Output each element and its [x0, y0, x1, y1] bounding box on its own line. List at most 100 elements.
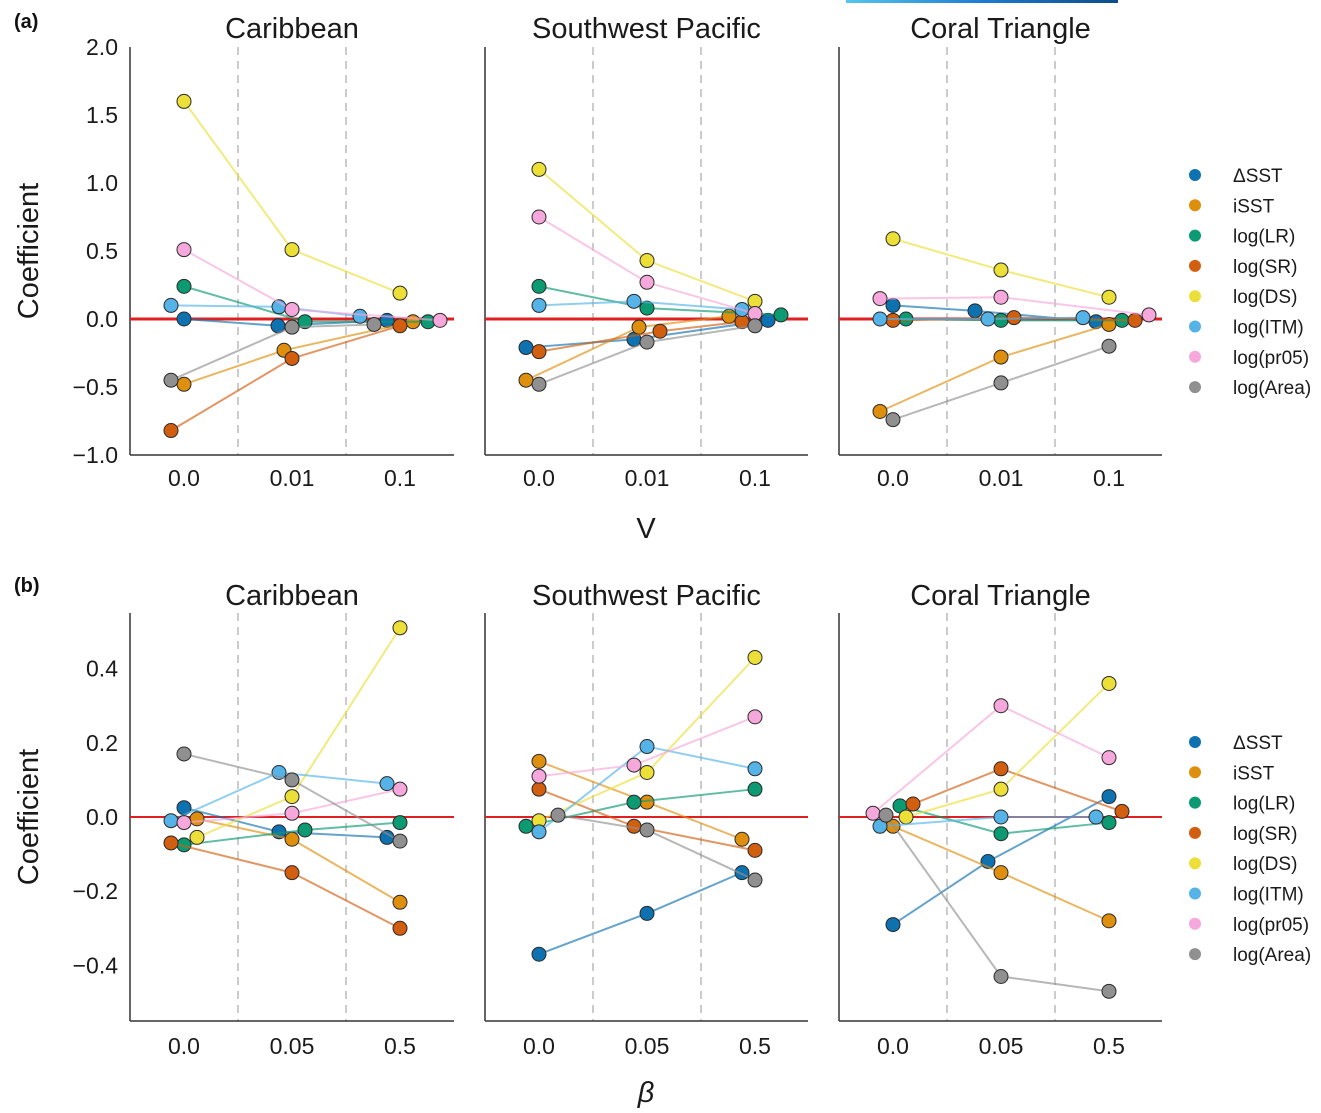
data-point	[284, 301, 300, 317]
series-line	[183, 320, 414, 386]
panel-label: (b)	[14, 575, 40, 597]
series-log-pr05-	[865, 698, 1117, 821]
legend-item: log(SR)	[1189, 257, 1297, 278]
subplot-title: Southwest Pacific	[532, 580, 761, 612]
y-tick-label: 2.0	[86, 34, 118, 60]
legend-label: log(ITM)	[1233, 318, 1304, 339]
y-tick-label: −0.2	[73, 878, 118, 904]
data-point	[1114, 803, 1130, 819]
data-point	[980, 311, 996, 327]
legend-marker	[1189, 350, 1201, 363]
legend-item: log(ITM)	[1189, 885, 1304, 906]
legend-marker	[1189, 320, 1201, 333]
series-line	[170, 323, 375, 382]
legend-a: ΔSST iSST log(LR) log(SR) log(DS) log(ITM) log…	[1189, 166, 1311, 399]
series-log-sr-	[905, 761, 1130, 819]
data-point	[993, 698, 1009, 714]
data-point	[872, 403, 888, 419]
y-tick-label: 1.5	[86, 102, 118, 128]
data-point	[284, 319, 300, 335]
subplot-a-3: Coral Triangle 0.0 0.01 0.1	[838, 13, 1162, 491]
legend-item: log(SR)	[1189, 824, 1297, 845]
data-point	[993, 349, 1009, 365]
data-point	[993, 865, 1009, 881]
data-point	[392, 781, 408, 797]
data-point	[631, 319, 647, 335]
x-tick-label: 0.5	[739, 1033, 771, 1059]
legend-label: log(DS)	[1233, 287, 1297, 308]
subplot-b-1: Caribbean 0.0 0.05 0.5 −0.4 −0.2 0.0 0.2 0.4	[73, 580, 454, 1059]
x-tick-label: 0.1	[384, 465, 416, 491]
data-point	[639, 300, 655, 316]
data-point	[865, 805, 881, 821]
data-point	[176, 815, 192, 831]
legend-item: log(DS)	[1189, 854, 1297, 875]
data-point	[176, 93, 192, 109]
data-point	[392, 815, 408, 831]
data-point	[626, 794, 642, 810]
series-log-pr05-	[176, 242, 448, 328]
data-point	[163, 423, 179, 439]
data-point	[905, 796, 921, 812]
legend-label: log(SR)	[1233, 257, 1297, 278]
subplot-b-3: Coral Triangle 0.0 0.05 0.5	[838, 580, 1162, 1059]
legend-item: iSST	[1189, 196, 1275, 217]
data-point	[432, 312, 448, 328]
data-point	[993, 761, 1009, 777]
data-point	[747, 872, 763, 888]
data-point	[163, 297, 179, 313]
data-point	[392, 920, 408, 936]
data-point	[163, 813, 179, 829]
data-point	[163, 835, 179, 851]
data-point	[176, 278, 192, 294]
data-point	[550, 807, 566, 823]
legend-marker	[1189, 948, 1201, 961]
data-point	[1101, 789, 1117, 805]
x-tick-label: 0.5	[384, 1033, 416, 1059]
data-point	[392, 894, 408, 910]
subplot-title: Caribbean	[225, 580, 359, 612]
legend-label: log(Area)	[1233, 945, 1311, 966]
legend-item: iSST	[1189, 763, 1275, 784]
legend-marker	[1189, 857, 1201, 870]
data-point	[885, 297, 901, 313]
series-log-sr-	[163, 835, 408, 936]
data-point	[993, 809, 1009, 825]
data-point	[993, 262, 1009, 278]
data-point	[639, 253, 655, 269]
data-point	[993, 826, 1009, 842]
data-point	[993, 289, 1009, 305]
data-point	[531, 946, 547, 962]
x-tick-label: 0.01	[270, 465, 315, 491]
y-tick-label: 1.0	[86, 170, 118, 196]
series-log-pr05-	[531, 709, 763, 784]
data-point	[379, 776, 395, 792]
series-line	[196, 627, 401, 839]
legend-item: log(Area)	[1189, 378, 1311, 399]
data-point	[284, 772, 300, 788]
data-point	[176, 376, 192, 392]
series-log-ds-	[531, 161, 763, 309]
legend-marker	[1189, 229, 1201, 242]
data-point	[392, 285, 408, 301]
data-point	[1101, 289, 1117, 305]
y-axis-label: Coefficient	[13, 183, 45, 320]
data-point	[885, 917, 901, 933]
y-tick-label: 0.0	[86, 306, 118, 332]
data-point	[189, 829, 205, 845]
data-point	[885, 231, 901, 247]
cropped-colorbar-strip	[846, 0, 1118, 3]
subplot-a-2: Southwest Pacific 0.0 0.01 0.1	[484, 13, 808, 491]
x-tick-label: 0.1	[1093, 465, 1125, 491]
legend-marker	[1189, 766, 1201, 779]
data-point	[297, 822, 313, 838]
data-point	[284, 831, 300, 847]
data-point	[284, 242, 300, 258]
series-log-ds-	[189, 620, 408, 845]
data-point	[747, 781, 763, 797]
legend-item: log(Area)	[1189, 945, 1311, 966]
series-log-area-	[885, 338, 1117, 428]
legend-label: log(Area)	[1233, 378, 1311, 399]
y-tick-label: 0.2	[86, 730, 118, 756]
data-point	[531, 781, 547, 797]
